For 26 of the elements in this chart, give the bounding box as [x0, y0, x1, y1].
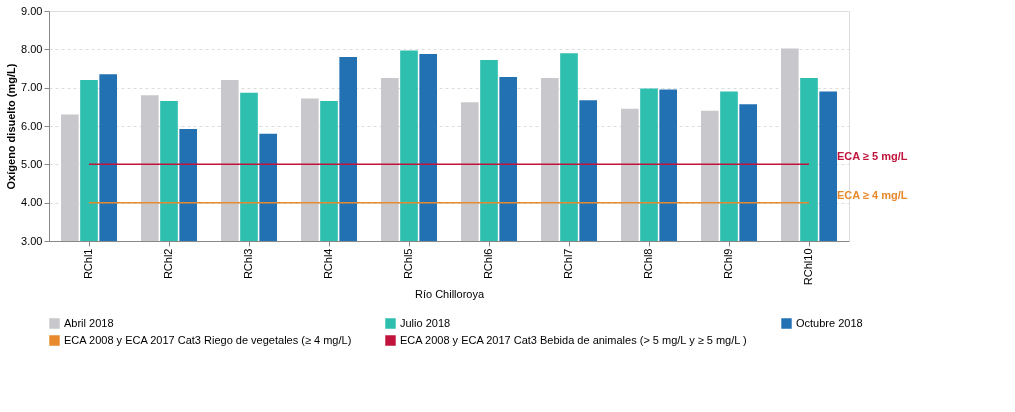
- y-tick-label: 4.00: [21, 196, 43, 209]
- y-tick-label: 5.00: [21, 157, 43, 170]
- x-tick-label: RChl1: [82, 248, 94, 280]
- x-tick-label: RChl10: [802, 248, 814, 286]
- legend-label: Octubre 2018: [796, 316, 863, 329]
- x-axis-title: Río Chilloroya: [414, 288, 485, 301]
- y-tick-label: 6.00: [21, 119, 43, 132]
- x-tick-label: RChl4: [322, 248, 334, 280]
- x-tick-label: RChl3: [242, 248, 254, 280]
- x-tick-label: RChl8: [642, 248, 654, 280]
- annotation: ECA ≥ 4 mg/L: [837, 188, 908, 201]
- y-tick-label: 9.00: [21, 4, 43, 17]
- y-tick-label: 8.00: [21, 42, 43, 55]
- legend-label: Abril 2018: [64, 316, 114, 329]
- y-tick-label: 3.00: [21, 234, 43, 247]
- legend-label: Julio 2018: [400, 316, 451, 329]
- y-tick-label: 7.00: [21, 81, 43, 94]
- annotation: ECA ≥ 5 mg/L: [837, 150, 908, 163]
- x-tick-label: RChl5: [402, 248, 414, 280]
- x-tick-label: RChl7: [562, 248, 574, 280]
- legend-label: ECA 2008 y ECA 2017 Cat3 Riego de vegetales (≥ 4 mg/L): [64, 333, 352, 346]
- legend-label: ECA 2008 y ECA 2017 Cat3 Bebida de animales (> 5 mg/L y ≥ 5 mg/L ): [400, 333, 747, 346]
- x-tick-label: RChl6: [482, 248, 494, 280]
- x-tick-label: RChl2: [162, 248, 174, 280]
- x-tick-label: RChl9: [722, 248, 734, 280]
- y-axis-title: Oxígeno disuelto (mg/L): [5, 63, 18, 190]
